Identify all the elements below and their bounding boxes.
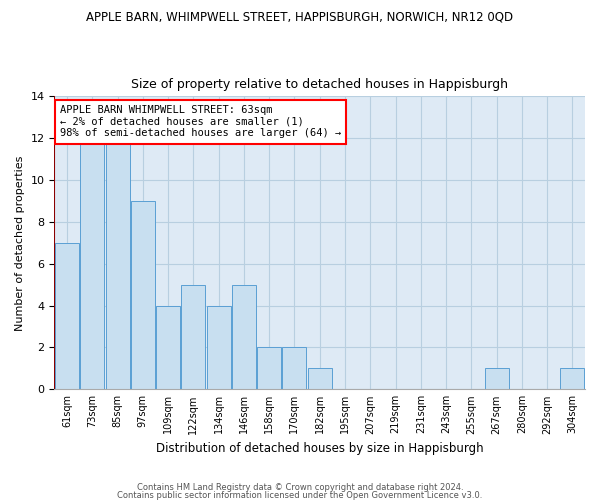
X-axis label: Distribution of detached houses by size in Happisburgh: Distribution of detached houses by size …	[156, 442, 484, 455]
Bar	[485, 368, 509, 390]
Text: Contains HM Land Registry data © Crown copyright and database right 2024.: Contains HM Land Registry data © Crown c…	[137, 484, 463, 492]
Bar	[80, 138, 104, 390]
Text: APPLE BARN WHIMPWELL STREET: 63sqm
← 2% of detached houses are smaller (1)
98% o: APPLE BARN WHIMPWELL STREET: 63sqm ← 2% …	[60, 105, 341, 138]
Bar	[181, 284, 205, 390]
Text: Contains public sector information licensed under the Open Government Licence v3: Contains public sector information licen…	[118, 490, 482, 500]
Bar	[106, 138, 130, 390]
Bar	[232, 284, 256, 390]
Bar	[257, 348, 281, 390]
Bar	[55, 243, 79, 390]
Bar	[308, 368, 332, 390]
Bar	[131, 201, 155, 390]
Bar	[206, 306, 230, 390]
Y-axis label: Number of detached properties: Number of detached properties	[15, 155, 25, 330]
Title: Size of property relative to detached houses in Happisburgh: Size of property relative to detached ho…	[131, 78, 508, 91]
Text: APPLE BARN, WHIMPWELL STREET, HAPPISBURGH, NORWICH, NR12 0QD: APPLE BARN, WHIMPWELL STREET, HAPPISBURG…	[86, 10, 514, 23]
Bar	[283, 348, 307, 390]
Bar	[156, 306, 180, 390]
Bar	[560, 368, 584, 390]
